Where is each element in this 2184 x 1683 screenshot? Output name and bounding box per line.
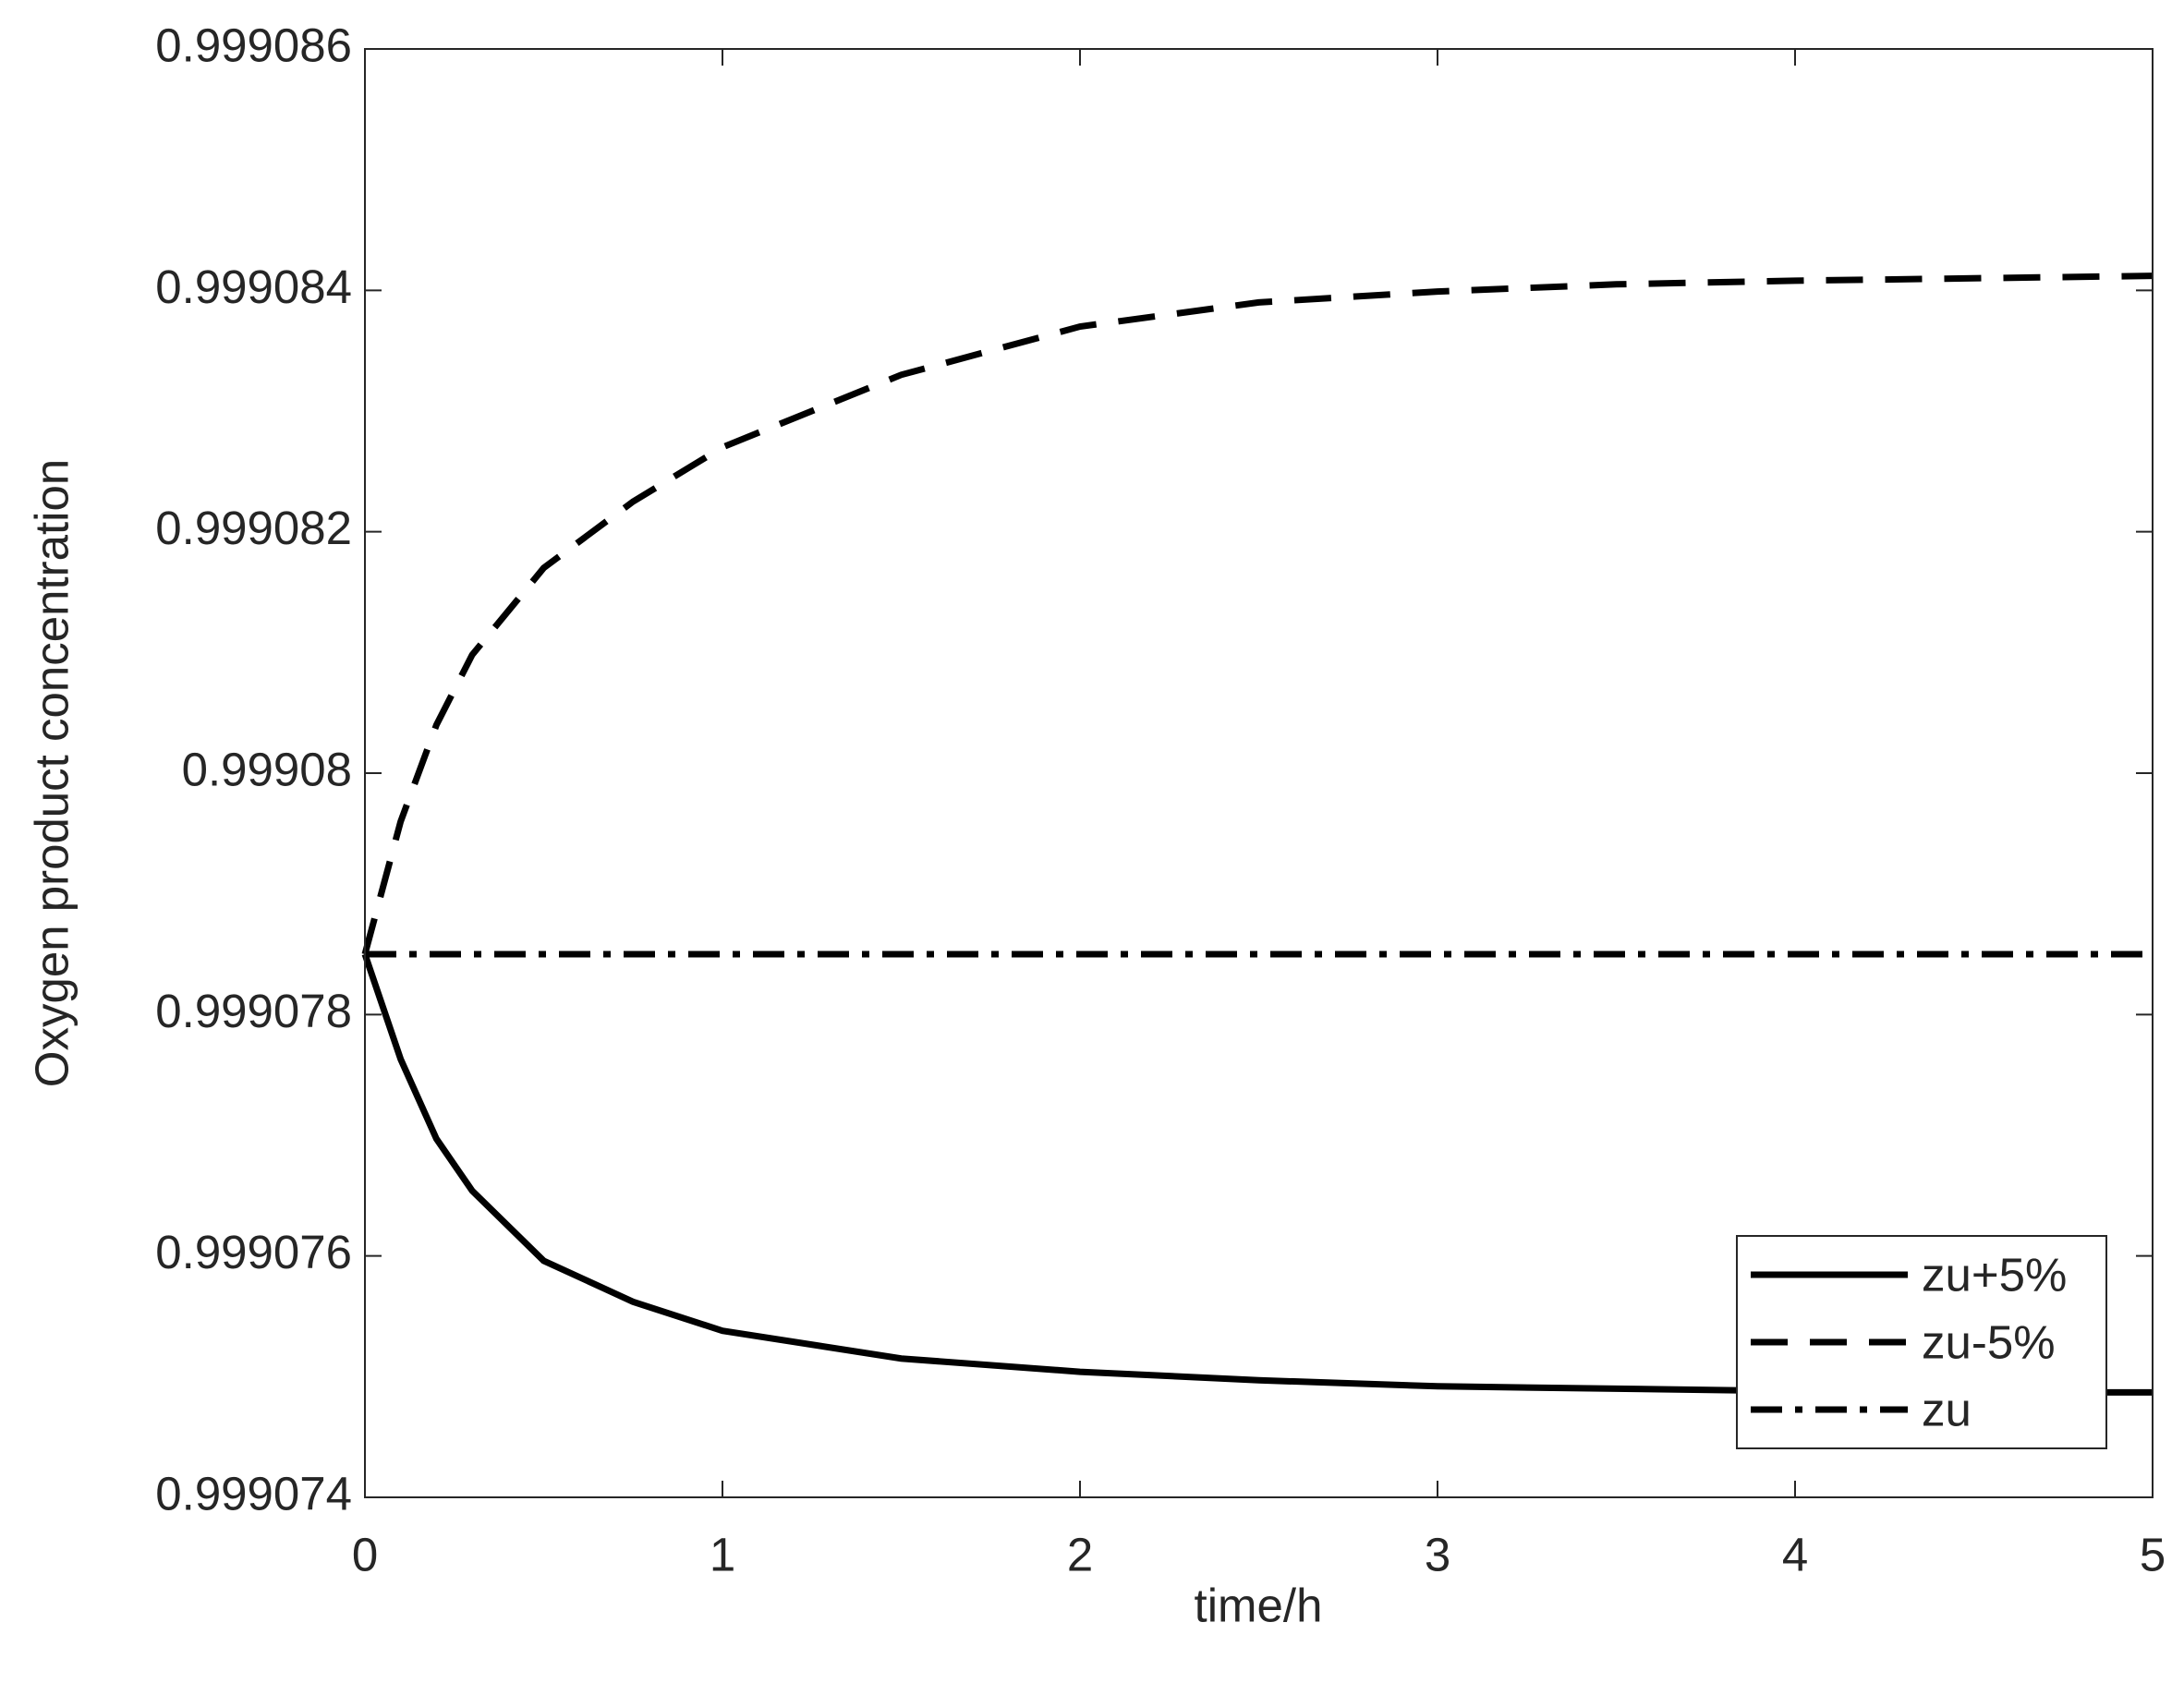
y-tick-label: 0.999082 bbox=[155, 502, 352, 554]
x-tick-label: 3 bbox=[1425, 1528, 1450, 1580]
y-tick-label: 0.99908 bbox=[182, 743, 352, 795]
x-tick-label: 4 bbox=[1782, 1528, 1808, 1580]
series-line bbox=[361, 272, 2154, 955]
x-tick-label: 1 bbox=[710, 1528, 735, 1580]
x-tick-label: 5 bbox=[2140, 1528, 2166, 1580]
y-tick-label: 0.999084 bbox=[155, 260, 352, 313]
y-axis-label: Oxygen product concentration bbox=[25, 459, 78, 1087]
y-tick-label: 0.999086 bbox=[155, 18, 352, 71]
series-line bbox=[361, 952, 2153, 1396]
legend-label: zu bbox=[1922, 1383, 1972, 1435]
plot-frame bbox=[364, 48, 2154, 1498]
legend-box bbox=[1736, 1235, 2107, 1449]
legend-label: zu-5% bbox=[1922, 1315, 2056, 1368]
x-axis-label: time/h bbox=[1195, 1579, 1323, 1631]
y-tick-label: 0.999074 bbox=[155, 1467, 352, 1520]
x-tick-label: 0 bbox=[352, 1528, 378, 1580]
x-tick-label: 2 bbox=[1067, 1528, 1093, 1580]
legend-label: zu+5% bbox=[1922, 1248, 2067, 1301]
y-tick-label: 0.999078 bbox=[155, 985, 352, 1037]
y-tick-label: 0.999076 bbox=[155, 1226, 352, 1278]
